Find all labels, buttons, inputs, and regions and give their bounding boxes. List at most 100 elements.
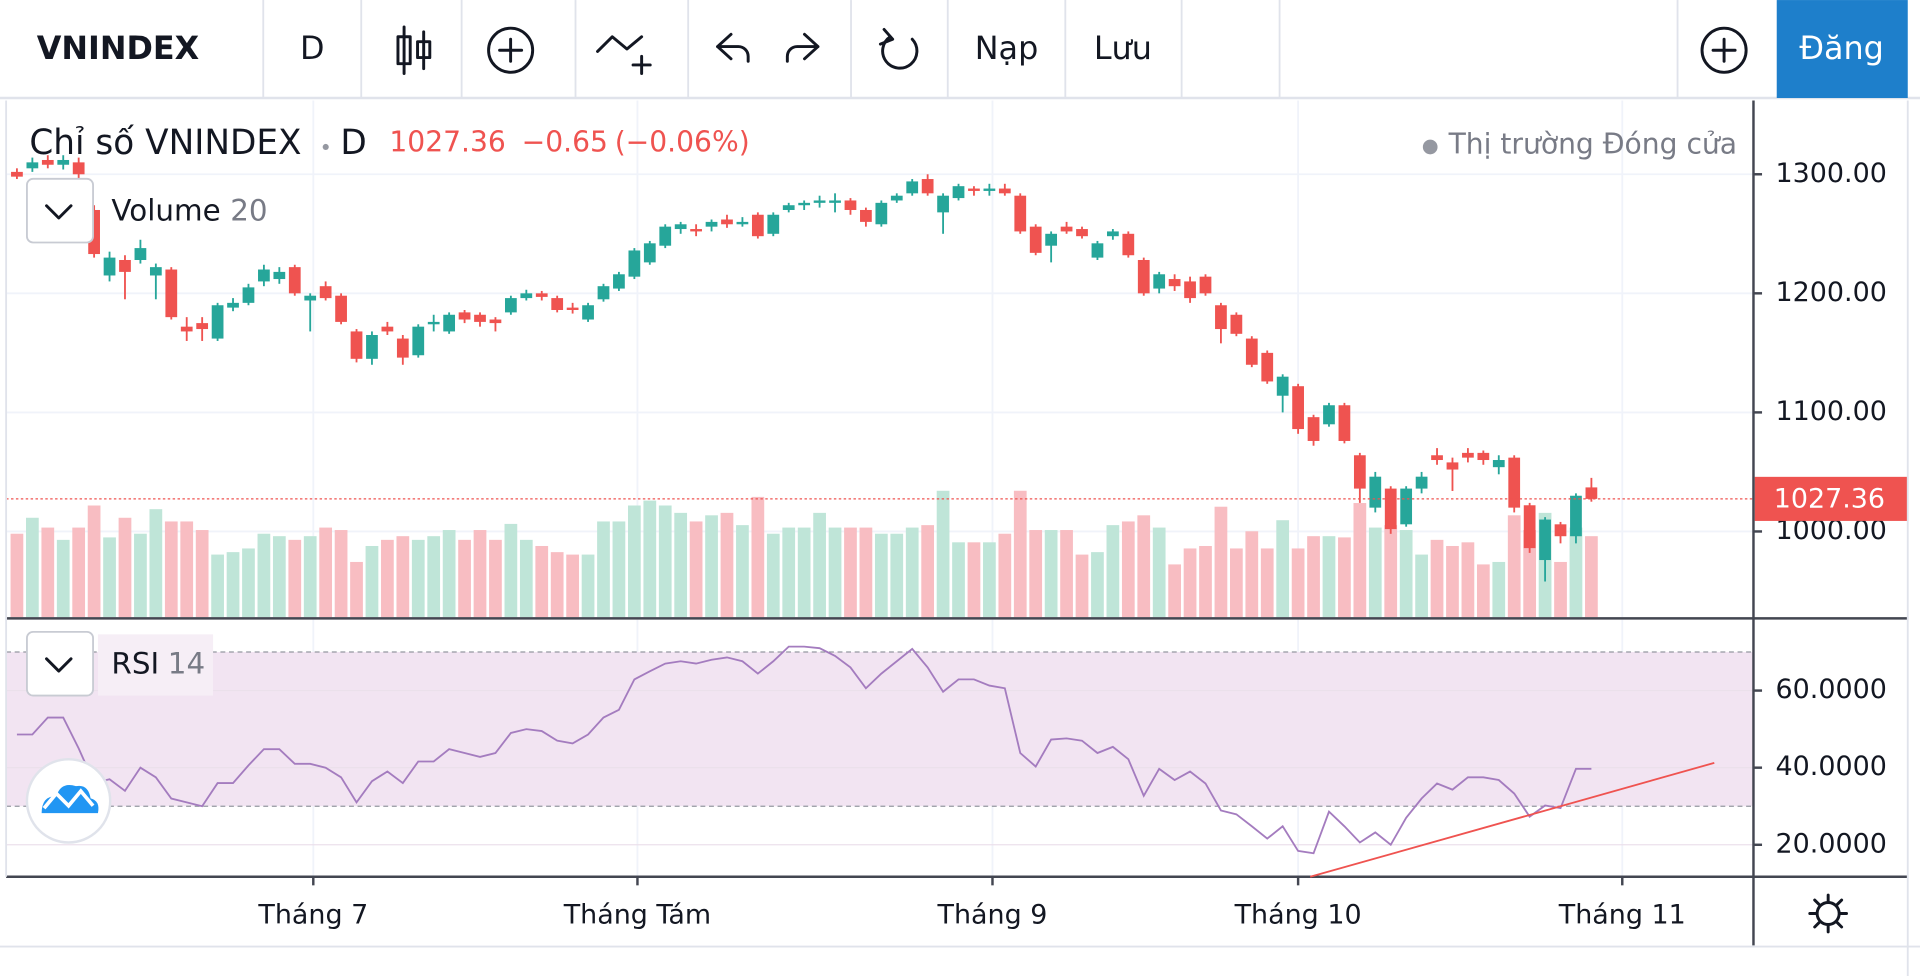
candle-body — [1415, 476, 1428, 489]
candle-body — [211, 305, 224, 339]
volume-bar — [936, 490, 950, 618]
collapse-rsi-button[interactable] — [26, 630, 94, 697]
indicators-button[interactable] — [596, 35, 652, 75]
candle-body — [782, 205, 795, 210]
candle-body — [1060, 226, 1073, 232]
candle-body — [1199, 276, 1212, 294]
reset-button[interactable] — [878, 27, 919, 70]
volume-bar — [103, 537, 116, 618]
volume-bar — [396, 536, 410, 618]
candle-body — [690, 229, 702, 232]
candle-body — [1369, 476, 1382, 508]
volume-bar — [1060, 530, 1073, 618]
logo-line — [42, 788, 95, 810]
volume-bar — [1585, 536, 1598, 618]
volume-bar — [56, 539, 70, 618]
volume-bar — [874, 533, 888, 618]
candle-body — [88, 209, 100, 255]
logo[interactable] — [25, 758, 112, 844]
market-status: Thị trường Đóng cửa — [1448, 128, 1737, 161]
y-tick-label: 1100.00 — [1776, 396, 1887, 427]
volume-bar — [566, 554, 579, 618]
candle-body — [1137, 259, 1150, 294]
trend-line-drawing[interactable] — [1309, 762, 1715, 878]
volume-bar — [118, 517, 132, 618]
candle-body — [288, 267, 301, 294]
undo-button[interactable] — [716, 32, 750, 63]
compare-button[interactable] — [487, 26, 535, 74]
symbol-button[interactable]: VNINDEX — [37, 29, 199, 67]
separator-dot — [322, 143, 329, 151]
candle-body — [1184, 281, 1196, 299]
save-button[interactable]: Lưu — [1094, 29, 1152, 67]
volume-bar — [674, 512, 688, 618]
volume-bar — [149, 509, 163, 618]
candle-body — [937, 195, 949, 213]
candle-body — [1523, 505, 1536, 549]
candle-body — [1353, 455, 1366, 489]
volume-bar — [381, 539, 394, 618]
volume-bar — [211, 554, 224, 618]
volume-bar — [489, 539, 502, 618]
candle-body — [1029, 226, 1042, 253]
collapse-volume-button[interactable] — [26, 177, 94, 244]
candle-body — [1554, 524, 1567, 537]
y-tick-label: 1300.00 — [1776, 158, 1887, 189]
volume-bar — [1569, 527, 1583, 618]
candle-body — [11, 171, 23, 177]
candle-body — [103, 257, 116, 276]
settings-button[interactable] — [1808, 893, 1848, 934]
volume-bar — [458, 539, 471, 618]
price-change: −0.65 — [522, 125, 608, 158]
volume-bar — [1291, 548, 1305, 618]
volume-bar — [535, 545, 549, 618]
volume-bar — [998, 533, 1012, 618]
volume-bar — [504, 523, 518, 618]
candle-body — [1384, 488, 1397, 530]
candle-body — [227, 302, 239, 308]
candle-body — [258, 269, 270, 282]
signup-label[interactable]: Đăng — [1799, 29, 1884, 67]
candle-body — [165, 269, 178, 318]
volume-bar — [10, 533, 24, 618]
signup-button[interactable] — [1776, 0, 1908, 98]
candle-body — [335, 295, 347, 322]
candle-body — [566, 307, 579, 311]
volume-bar — [1168, 564, 1181, 618]
candle-body — [551, 298, 564, 311]
add-button[interactable] — [1700, 26, 1748, 74]
volume-bar — [180, 521, 194, 618]
candle-body — [844, 200, 857, 210]
volume-bar — [1229, 548, 1243, 618]
volume-bar — [1368, 527, 1382, 618]
volume-bar — [288, 539, 302, 618]
candle-body — [427, 321, 440, 325]
candle-body — [705, 221, 718, 227]
volume-bar — [720, 512, 734, 618]
candle-body — [443, 314, 456, 332]
reload-button[interactable]: Nạp — [975, 29, 1039, 67]
rsi-label-bg — [97, 634, 214, 696]
volume-bar — [597, 521, 610, 618]
y-tick-label: 40.0000 — [1776, 751, 1887, 782]
volume-title: Volume — [111, 193, 220, 227]
interval-button[interactable]: D — [300, 29, 325, 67]
candle-body — [597, 286, 610, 300]
volume-bar — [334, 530, 348, 618]
volume-bar — [1338, 537, 1351, 618]
volume-bar — [1260, 548, 1274, 618]
redo-button[interactable] — [785, 32, 820, 63]
volume-bar — [1554, 561, 1567, 618]
rsi-legend: RSI 14 — [26, 630, 214, 697]
volume-bar — [859, 527, 873, 618]
volume-bar — [797, 527, 811, 618]
volume-bar — [550, 552, 564, 618]
volume-bar — [365, 545, 379, 618]
candle-body — [674, 224, 687, 230]
volume-bar — [1353, 503, 1367, 618]
y-tick-label: 20.0000 — [1776, 828, 1887, 859]
candle-body — [582, 305, 594, 320]
chart-type-button[interactable] — [396, 25, 432, 75]
volume-bar — [257, 533, 271, 618]
